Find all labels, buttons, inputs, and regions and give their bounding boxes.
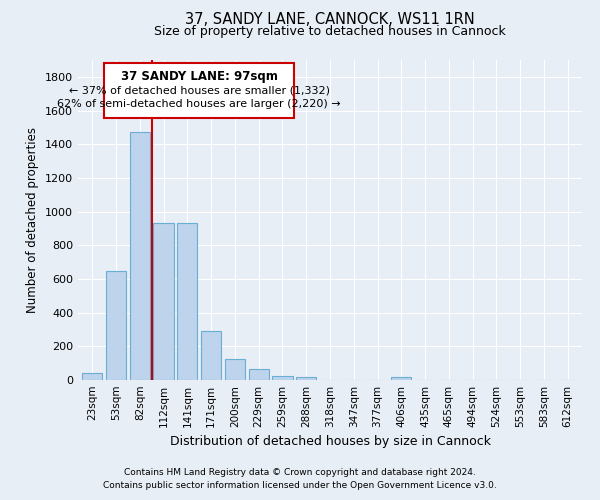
Text: 37 SANDY LANE: 97sqm: 37 SANDY LANE: 97sqm (121, 70, 278, 83)
X-axis label: Distribution of detached houses by size in Cannock: Distribution of detached houses by size … (170, 436, 491, 448)
Bar (225, 359, 245, 380)
Bar (154, 222, 173, 380)
Text: 62% of semi-detached houses are larger (2,220) →: 62% of semi-detached houses are larger (… (58, 99, 341, 109)
Y-axis label: Number of detached properties: Number of detached properties (26, 127, 40, 313)
Bar (177, 222, 197, 380)
Bar (201, 331, 221, 380)
Bar (296, 378, 316, 380)
Bar (104, 62, 295, 118)
Text: ← 37% of detached houses are smaller (1,332): ← 37% of detached houses are smaller (1,… (69, 86, 330, 96)
Bar (106, 270, 126, 380)
Bar (272, 376, 293, 380)
Text: Size of property relative to detached houses in Cannock: Size of property relative to detached ho… (154, 25, 506, 38)
Bar (248, 369, 269, 380)
Bar (130, 132, 150, 380)
Text: Contains HM Land Registry data © Crown copyright and database right 2024.: Contains HM Land Registry data © Crown c… (124, 468, 476, 477)
Bar (82, 374, 103, 380)
Text: 37, SANDY LANE, CANNOCK, WS11 1RN: 37, SANDY LANE, CANNOCK, WS11 1RN (185, 12, 475, 28)
Bar (391, 378, 412, 380)
Text: Contains public sector information licensed under the Open Government Licence v3: Contains public sector information licen… (103, 480, 497, 490)
